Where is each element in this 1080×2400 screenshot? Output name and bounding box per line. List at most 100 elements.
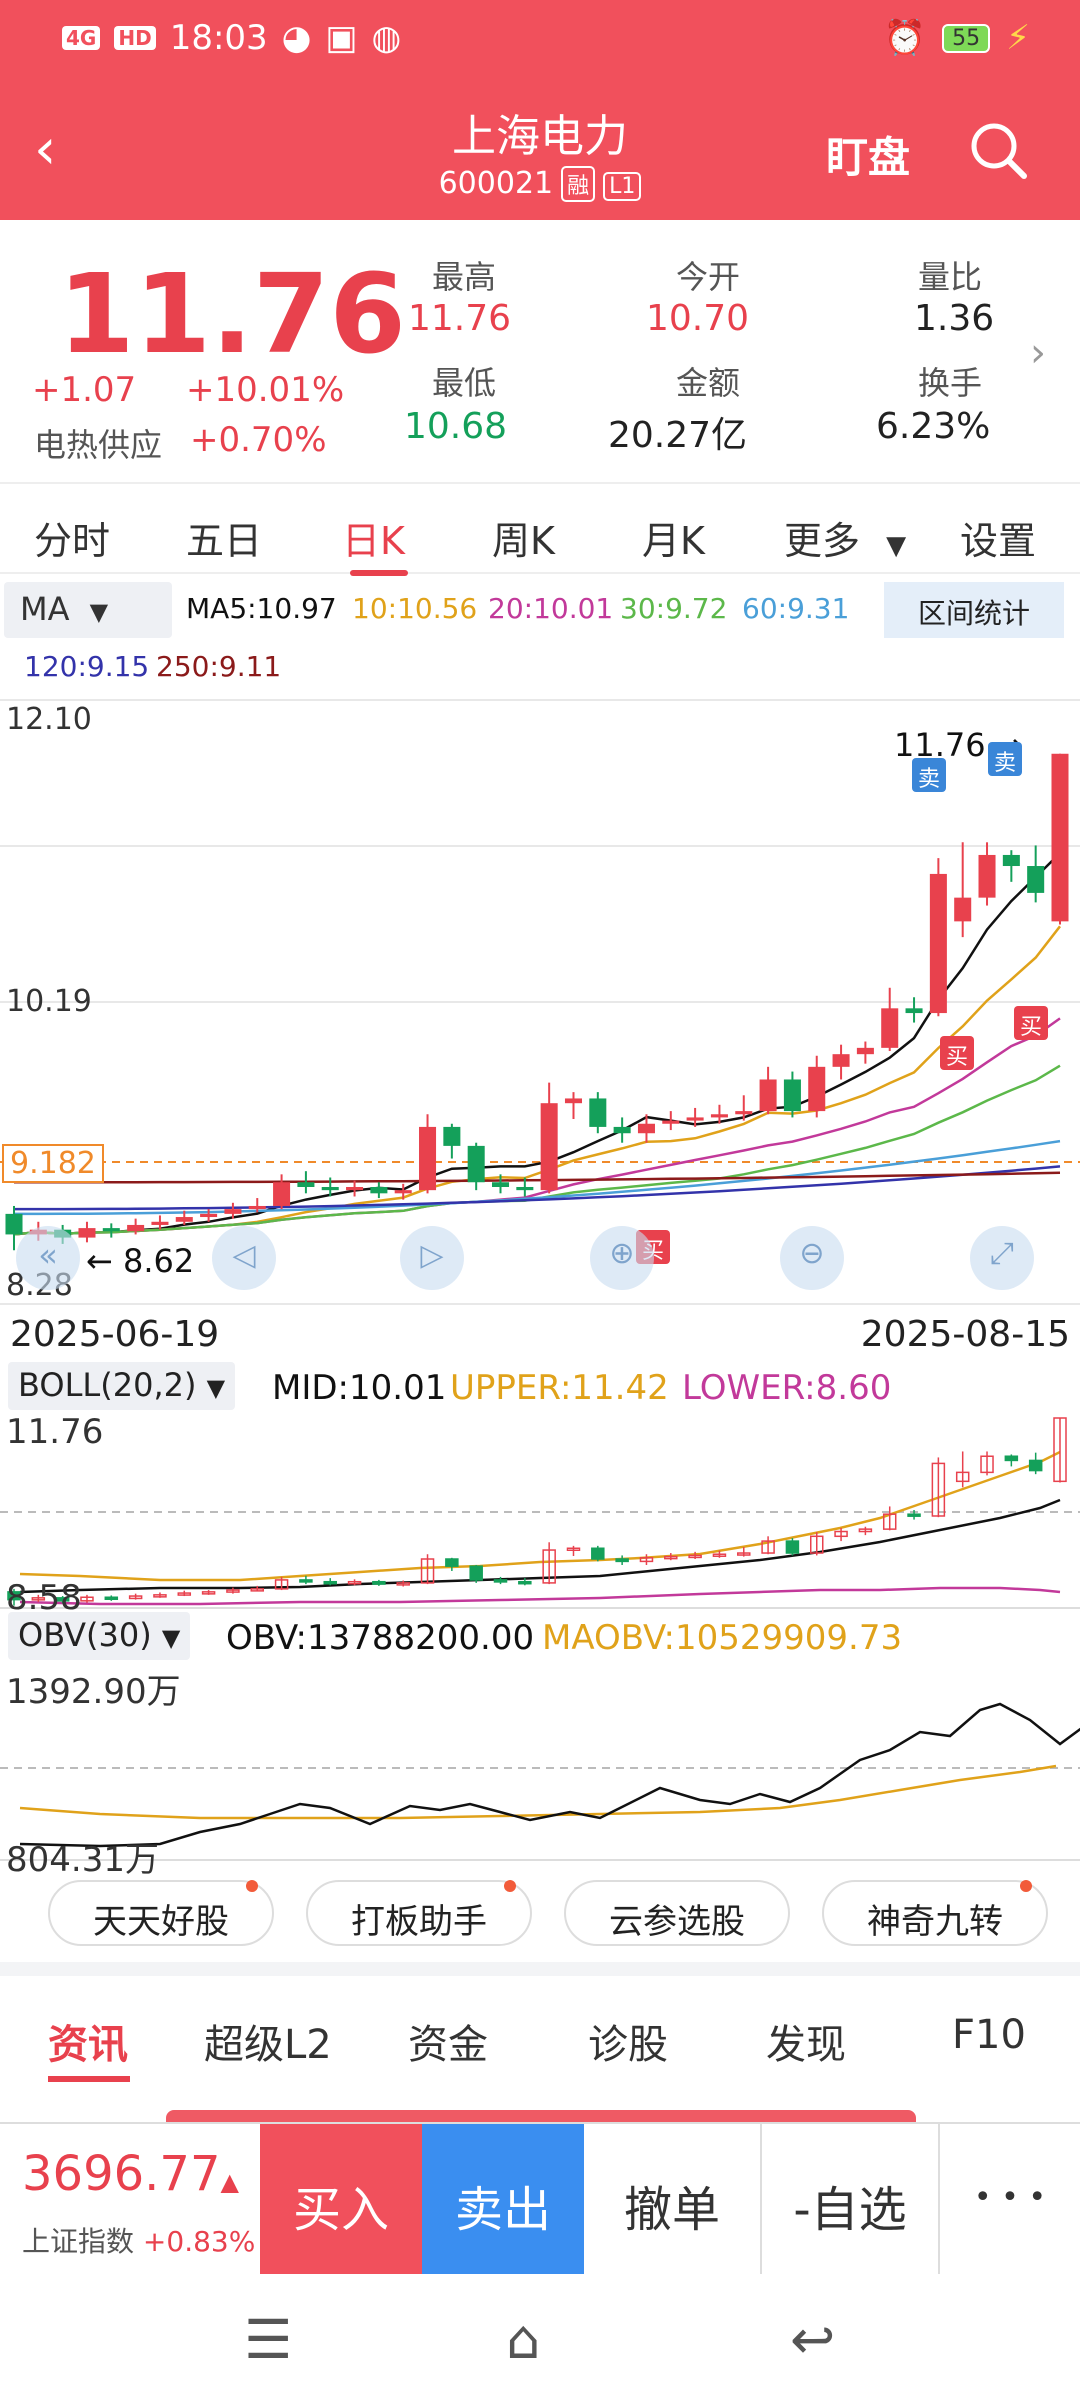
candle-body[interactable] xyxy=(467,1145,485,1183)
candle-body[interactable] xyxy=(370,1186,388,1194)
candle-body[interactable] xyxy=(516,1186,534,1191)
sector-name[interactable]: 电热供应 xyxy=(34,426,163,464)
candle-body[interactable] xyxy=(613,1126,631,1134)
fullscreen-icon[interactable]: ⤢ xyxy=(970,1226,1034,1290)
candle-body[interactable] xyxy=(881,1008,899,1048)
candle-body[interactable] xyxy=(710,1114,728,1118)
tab-f10[interactable]: F10 xyxy=(952,2012,1026,2058)
zoom-in-icon[interactable]: ⊕ xyxy=(590,1226,654,1290)
candle-body[interactable] xyxy=(856,1047,874,1055)
candle-body[interactable] xyxy=(5,1213,23,1235)
candlestick-chart[interactable]: 12.10 10.19 9.182 8.28 11.76 → ← 8.62 卖 … xyxy=(0,696,1080,1308)
watchlist-button[interactable]: -自选 xyxy=(762,2124,940,2274)
buy-signal[interactable]: 买 xyxy=(940,1036,974,1070)
candle-body[interactable] xyxy=(564,1098,583,1104)
candle-body[interactable] xyxy=(175,1217,193,1222)
scroll-right-icon[interactable]: ▷ xyxy=(400,1226,464,1290)
candle-body[interactable] xyxy=(394,1190,412,1194)
tab-news[interactable]: 资讯 xyxy=(48,2022,128,2068)
buy-signal[interactable]: 买 xyxy=(1014,1006,1048,1040)
candle-body[interactable] xyxy=(686,1117,704,1121)
tab-intraday[interactable]: 分时 xyxy=(34,519,111,563)
boll-candle-body xyxy=(955,1471,970,1483)
candle-body[interactable] xyxy=(954,897,972,922)
tool-magic-nine[interactable]: 神奇九转 xyxy=(822,1880,1048,1946)
candle-body[interactable] xyxy=(735,1111,753,1115)
candle-body[interactable] xyxy=(759,1079,777,1112)
buy-button[interactable]: 买入 xyxy=(260,2124,422,2274)
sell-signal[interactable]: 卖 xyxy=(912,758,946,792)
zoom-out-icon[interactable]: ⊖ xyxy=(780,1226,844,1290)
wechat-icon: ◕ xyxy=(281,18,312,58)
indicator-select-obv[interactable]: OBV(30) ▼ xyxy=(8,1612,191,1660)
candle-body[interactable] xyxy=(1051,753,1069,922)
candle-body[interactable] xyxy=(1002,854,1020,867)
tab-monthly-k[interactable]: 月K xyxy=(642,519,705,563)
tab-daily-k[interactable]: 日K xyxy=(342,519,405,563)
candle-body[interactable] xyxy=(637,1123,655,1134)
sell-signal[interactable]: 卖 xyxy=(988,742,1022,776)
volume-ratio-label: 量比 xyxy=(918,258,983,296)
more-button[interactable]: • • • xyxy=(973,2180,1047,2215)
amount-value: 20.27亿 xyxy=(608,415,748,456)
home-icon[interactable]: ⌂ xyxy=(506,2308,541,2371)
caret-down-icon: ▼ xyxy=(886,531,907,561)
tool-limit-assistant[interactable]: 打板助手 xyxy=(306,1880,532,1946)
menu-icon[interactable]: ☰ xyxy=(244,2308,293,2371)
candle-body[interactable] xyxy=(297,1182,315,1187)
boll-candle-body xyxy=(615,1558,629,1563)
candle-body[interactable] xyxy=(1027,866,1045,893)
candle-body[interactable] xyxy=(248,1205,266,1210)
tab-discover[interactable]: 发现 xyxy=(766,2022,846,2068)
candle-body[interactable] xyxy=(273,1182,291,1206)
tab-more[interactable]: 更多 ▼ xyxy=(784,510,906,565)
candle-body[interactable] xyxy=(443,1126,461,1146)
sell-button[interactable]: 卖出 xyxy=(422,2124,584,2274)
candle-body[interactable] xyxy=(540,1103,558,1191)
range-stats-button[interactable]: 区间统计 xyxy=(884,582,1064,638)
chevron-right-icon[interactable]: › xyxy=(1030,330,1046,376)
candle-body[interactable] xyxy=(832,1054,850,1067)
tab-settings[interactable]: 设置 xyxy=(960,519,1037,563)
candle-body[interactable] xyxy=(200,1213,218,1218)
tool-daily-picks[interactable]: 天天好股 xyxy=(48,1880,274,1946)
candle-body[interactable] xyxy=(491,1182,510,1187)
candle-body[interactable] xyxy=(346,1186,364,1191)
indicator-select-boll[interactable]: BOLL(20,2) ▼ xyxy=(8,1362,236,1410)
candle-body[interactable] xyxy=(321,1186,339,1191)
scroll-left-icon[interactable]: ◁ xyxy=(212,1226,276,1290)
triangle-up-icon: ▲ xyxy=(220,2168,239,2196)
search-icon[interactable] xyxy=(966,118,1030,182)
candle-body[interactable] xyxy=(589,1098,607,1127)
back-icon[interactable]: ‹ xyxy=(34,117,57,182)
cancel-order-button[interactable]: 撤单 xyxy=(584,2124,762,2274)
candle-body[interactable] xyxy=(808,1066,826,1112)
candle-body[interactable] xyxy=(905,1008,923,1014)
obv-chart[interactable]: 1392.90万 804.31万 xyxy=(0,1664,1080,1880)
candle-body[interactable] xyxy=(78,1228,96,1238)
scroll-left-far-icon[interactable]: « xyxy=(16,1226,80,1290)
boll-candle-body xyxy=(299,1579,313,1583)
candle-body[interactable] xyxy=(662,1120,680,1124)
ma30-value: 30:9.72 xyxy=(620,592,728,625)
back-nav-icon[interactable]: ↩ xyxy=(790,2308,836,2371)
alarm-icon: ⏰ xyxy=(883,18,927,58)
boll-chart[interactable]: 11.76 8.58 xyxy=(0,1412,1080,1618)
tab-five-day[interactable]: 五日 xyxy=(186,519,263,563)
candle-body[interactable] xyxy=(224,1209,242,1214)
tab-diagnose[interactable]: 诊股 xyxy=(588,2022,668,2068)
candle-body[interactable] xyxy=(783,1079,801,1112)
candle-body[interactable] xyxy=(151,1221,169,1225)
candle-body[interactable] xyxy=(929,873,947,1014)
candle-body[interactable] xyxy=(102,1228,120,1232)
watch-button[interactable]: 盯盘 xyxy=(826,133,911,182)
tab-funds[interactable]: 资金 xyxy=(408,2022,488,2068)
candle-body[interactable] xyxy=(127,1224,145,1232)
candle-body[interactable] xyxy=(419,1126,437,1191)
level-tag: L1 xyxy=(603,172,642,201)
tab-super-l2[interactable]: 超级L2 xyxy=(204,2022,332,2068)
candle-body[interactable] xyxy=(978,854,996,898)
tool-cloud-screener[interactable]: 云参选股 xyxy=(564,1880,790,1946)
indicator-select-ma[interactable]: MA ▼ xyxy=(4,582,172,638)
tab-weekly-k[interactable]: 周K xyxy=(492,519,555,563)
